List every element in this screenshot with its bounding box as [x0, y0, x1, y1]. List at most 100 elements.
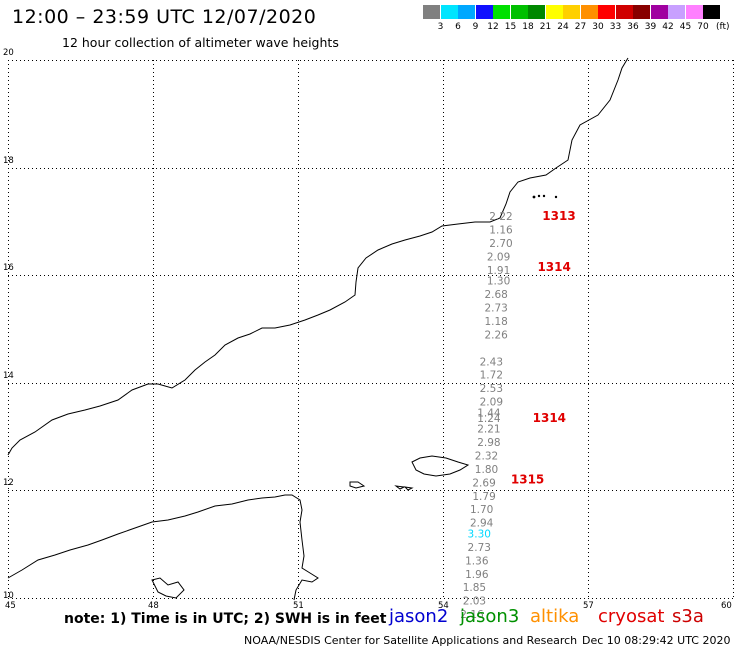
- swh-value: 1.44: [477, 407, 501, 419]
- colorbar-tick-label: 45: [679, 22, 692, 32]
- colorbar-unit: (ft): [716, 22, 730, 32]
- arabian-coastline: [7, 57, 629, 456]
- swh-value: 2.98: [477, 437, 500, 449]
- colorbar-swatch: [423, 5, 440, 19]
- swh-value: 2.73: [468, 542, 491, 554]
- colorbar-tick-label: 6: [455, 22, 461, 32]
- latitude-tick-label: 12: [3, 478, 14, 489]
- map-subtitle: 12 hour collection of altimeter wave hei…: [62, 35, 339, 50]
- colorbar-swatch: [685, 5, 703, 19]
- swh-value: 2.26: [484, 329, 508, 341]
- swh-value: 1.91: [487, 265, 510, 277]
- latitude-tick-label: 16: [3, 263, 14, 274]
- pass-number-label: 1313: [542, 209, 575, 223]
- colorbar-tick-label: 24: [557, 22, 569, 32]
- timestamp-text: Dec 10 08:29:42 UTC 2020: [582, 634, 731, 647]
- satellite-legend-entry: s3a: [672, 606, 704, 627]
- latitude-tick-label: 20: [3, 48, 14, 58]
- swh-value: 2.73: [484, 302, 507, 314]
- pass-labels: 1313 1314 1314 1315: [511, 209, 576, 487]
- colorbar-tick-label: 27: [574, 22, 587, 32]
- swh-value: 1.18: [484, 316, 507, 328]
- swh-value: 1.80: [475, 464, 498, 476]
- swh-value: 1.36: [465, 555, 489, 567]
- swh-value: 1.16: [489, 224, 513, 236]
- swh-value: 2.16: [460, 609, 484, 621]
- swh-value: 1.85: [463, 582, 486, 594]
- swh-value: 2.09: [480, 397, 503, 409]
- swh-value: 2.68: [484, 289, 507, 301]
- satellite-legend-entry: altika: [530, 606, 580, 627]
- swh-value: 2.03: [463, 596, 486, 608]
- satellite-legend-entry: jason2: [389, 606, 449, 627]
- colorbar-tick-label: 30: [592, 22, 604, 32]
- colorbar-swatch: [475, 5, 493, 19]
- longitude-tick-label: 54: [438, 601, 449, 611]
- swh-value: 2.32: [475, 450, 498, 462]
- pass-number-label: 1314: [537, 260, 570, 274]
- colorbar-tick-label: 3: [437, 22, 444, 32]
- colorbar-swatch: [528, 5, 545, 19]
- coastal-feature: [151, 577, 185, 599]
- colorbar-swatch: [510, 5, 528, 19]
- colorbar-swatch: [563, 5, 580, 19]
- colorbar-swatch: [545, 5, 563, 19]
- colorbar-swatch: [598, 5, 615, 19]
- map-title: 12:00 – 23:59 UTC 12/07/2020: [12, 6, 317, 28]
- pass-number-label: 1315: [511, 473, 544, 487]
- swh-value: 1.79: [472, 491, 495, 503]
- small-island-a: [349, 481, 366, 489]
- longitude-tick-label: 48: [148, 601, 159, 611]
- colorbar-tick-label: 39: [644, 22, 657, 32]
- latitude-tick-label: 18: [3, 155, 14, 166]
- swh-value: 2.70: [489, 238, 512, 250]
- colorbar-tick-label: 70: [697, 22, 709, 32]
- small-island-b: [394, 485, 406, 490]
- colorbar-swatch: [633, 5, 650, 19]
- longitude-tick-label: 60: [721, 601, 732, 611]
- swh-value: 2.09: [487, 251, 510, 263]
- latitude-tick-label: 10: [3, 591, 14, 601]
- swh-value: 2.53: [480, 383, 503, 395]
- small-island-c: [403, 486, 414, 491]
- swh-value: 1.30: [487, 276, 510, 288]
- colorbar-swatch: [650, 5, 668, 19]
- kuria-muria-islands: [532, 194, 558, 199]
- colorbar-swatch: [440, 5, 458, 19]
- longitude-tick-label: 45: [5, 601, 16, 611]
- swh-value: 2.69: [472, 477, 495, 489]
- colorbar-tick-label: 18: [522, 22, 534, 32]
- colorbar-swatch: [703, 5, 720, 19]
- credit-text: NOAA/NESDIS Center for Satellite Applica…: [244, 634, 578, 647]
- colorbar-swatch: [580, 5, 598, 19]
- colorbar-tick-label: 21: [539, 22, 552, 32]
- colorbar-swatch: [458, 5, 475, 19]
- altimeter-track: 2.221.162.702.091.911.302.682.731.182.26…: [460, 211, 513, 621]
- colorbar-tick-label: 15: [504, 22, 517, 32]
- swh-value: 1.96: [465, 569, 489, 581]
- satellite-legend-entry: cryosat: [598, 606, 665, 627]
- colorbar-tick-label: 12: [487, 22, 499, 32]
- graticule: [8, 60, 734, 599]
- colorbar-tick-label: 36: [627, 22, 639, 32]
- colorbar-swatch: [493, 5, 510, 19]
- swh-value: 2.22: [489, 211, 512, 223]
- swh-value: 2.43: [480, 356, 503, 368]
- swh-value: 3.30: [468, 528, 491, 540]
- longitude-tick-label: 57: [583, 601, 594, 611]
- pass-number-label: 1314: [533, 411, 566, 425]
- latitude-tick-label: 14: [3, 370, 14, 381]
- longitude-tick-label: 51: [293, 601, 304, 611]
- swh-value: 1.72: [480, 370, 503, 382]
- colorbar-tick-label: 9: [472, 22, 479, 32]
- satellite-legend-entry: jason3: [460, 606, 520, 627]
- swh-value: 2.94: [470, 518, 494, 530]
- footer-note: note: 1) Time is in UTC; 2) SWH is in fe…: [64, 611, 387, 627]
- somalia-coastline: [7, 494, 319, 601]
- swh-value: 2.21: [477, 424, 500, 436]
- colorbar-tick-label: 33: [609, 22, 622, 32]
- colorbar-swatch: [668, 5, 685, 19]
- colorbar-swatch: [615, 5, 633, 19]
